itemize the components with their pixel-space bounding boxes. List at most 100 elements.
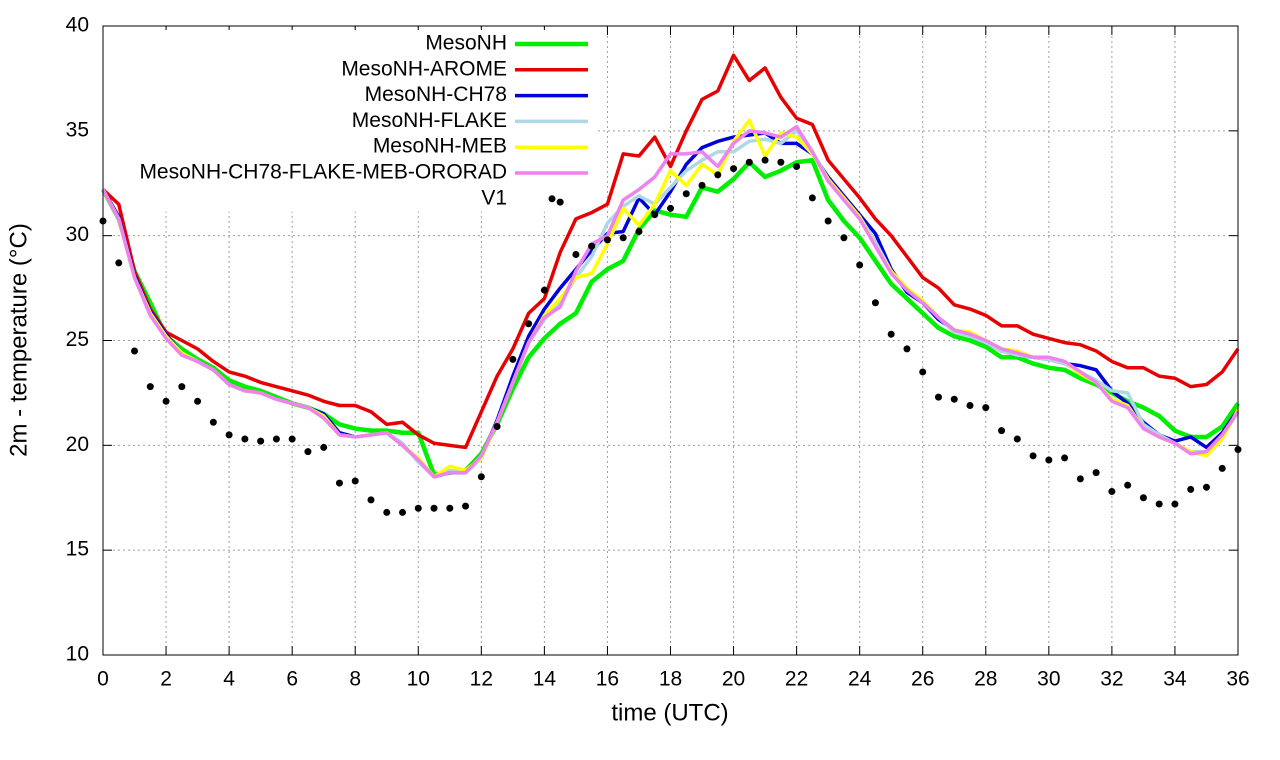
y-tick-label: 25 bbox=[66, 328, 89, 351]
data-point bbox=[1202, 483, 1210, 491]
data-point bbox=[698, 181, 706, 189]
data-point bbox=[477, 473, 485, 481]
data-point bbox=[430, 504, 438, 512]
data-point bbox=[887, 330, 895, 338]
y-tick-label: 15 bbox=[66, 538, 89, 561]
data-point bbox=[540, 286, 548, 294]
data-point bbox=[603, 236, 611, 244]
data-point bbox=[966, 401, 974, 409]
data-point bbox=[635, 227, 643, 235]
data-point bbox=[714, 171, 722, 179]
data-point bbox=[745, 158, 753, 166]
data-point bbox=[824, 217, 832, 225]
data-point bbox=[556, 198, 564, 206]
legend-swatch bbox=[548, 195, 556, 203]
x-tick-label: 30 bbox=[1037, 668, 1060, 691]
data-point bbox=[1218, 464, 1226, 472]
data-point bbox=[225, 431, 233, 439]
data-point bbox=[982, 404, 990, 412]
data-point bbox=[1187, 485, 1195, 493]
legend-label: MesoNH-FLAKE bbox=[352, 109, 507, 132]
data-point bbox=[919, 368, 927, 376]
data-point bbox=[619, 234, 627, 242]
data-point bbox=[288, 435, 296, 443]
legend-label: MesoNH-MEB bbox=[373, 135, 507, 158]
data-point bbox=[320, 443, 328, 451]
data-point bbox=[840, 234, 848, 242]
legend-label: V1 bbox=[481, 186, 507, 209]
data-point bbox=[1061, 454, 1069, 462]
data-point bbox=[1029, 452, 1037, 460]
x-tick-label: 18 bbox=[659, 668, 682, 691]
data-point bbox=[950, 395, 958, 403]
data-point bbox=[462, 502, 470, 510]
x-tick-label: 34 bbox=[1163, 668, 1187, 691]
data-point bbox=[682, 190, 690, 198]
data-point bbox=[1076, 475, 1084, 483]
x-tick-label: 8 bbox=[349, 668, 361, 691]
x-tick-label: 6 bbox=[286, 668, 298, 691]
data-point bbox=[493, 422, 501, 430]
data-point bbox=[383, 508, 391, 516]
data-point bbox=[241, 435, 249, 443]
data-point bbox=[651, 211, 659, 219]
x-tick-label: 16 bbox=[596, 668, 619, 691]
x-tick-label: 22 bbox=[785, 668, 808, 691]
data-point bbox=[808, 194, 816, 202]
y-tick-label: 30 bbox=[66, 223, 89, 246]
legend-label: MesoNH-CH78 bbox=[365, 83, 507, 106]
data-point bbox=[998, 427, 1006, 435]
data-point bbox=[272, 435, 280, 443]
data-point bbox=[871, 299, 879, 307]
data-point bbox=[209, 418, 217, 426]
data-point bbox=[367, 496, 375, 504]
data-point bbox=[1092, 469, 1100, 477]
data-point bbox=[572, 251, 580, 259]
data-point bbox=[856, 261, 864, 269]
plot-frame bbox=[102, 25, 1239, 656]
data-point bbox=[257, 437, 265, 445]
data-point bbox=[178, 383, 186, 391]
x-tick-label: 14 bbox=[533, 668, 557, 691]
data-point bbox=[131, 347, 139, 355]
data-point bbox=[194, 397, 202, 405]
data-point bbox=[115, 259, 123, 267]
x-axis-label: time (UTC) bbox=[611, 699, 728, 726]
data-point bbox=[903, 345, 911, 353]
data-point bbox=[304, 448, 312, 456]
x-tick-label: 24 bbox=[848, 668, 872, 691]
data-point bbox=[351, 477, 359, 485]
x-tick-label: 12 bbox=[470, 668, 493, 691]
x-tick-label: 26 bbox=[911, 668, 934, 691]
x-tick-label: 28 bbox=[974, 668, 997, 691]
data-point bbox=[934, 393, 942, 401]
data-point bbox=[509, 355, 517, 363]
data-point bbox=[335, 479, 343, 487]
data-point bbox=[446, 504, 454, 512]
data-point bbox=[146, 383, 154, 391]
y-tick-label: 10 bbox=[66, 643, 89, 666]
data-point bbox=[1171, 500, 1179, 508]
legend-label: MesoNH bbox=[425, 32, 507, 55]
x-tick-label: 10 bbox=[407, 668, 430, 691]
y-tick-label: 20 bbox=[66, 433, 89, 456]
x-tick-label: 20 bbox=[722, 668, 745, 691]
y-tick-label: 35 bbox=[66, 118, 89, 141]
data-point bbox=[1013, 435, 1021, 443]
data-point bbox=[1139, 494, 1147, 502]
data-point bbox=[525, 320, 533, 328]
data-point bbox=[1045, 456, 1053, 464]
x-tick-label: 0 bbox=[97, 668, 109, 691]
x-tick-label: 2 bbox=[160, 668, 172, 691]
series-line bbox=[101, 53, 1240, 450]
data-point bbox=[162, 397, 170, 405]
data-point bbox=[761, 156, 769, 164]
data-point bbox=[777, 158, 785, 166]
series-line bbox=[101, 124, 1240, 479]
legend-label: MesoNH-AROME bbox=[341, 57, 507, 80]
legend-box bbox=[88, 30, 596, 212]
data-point bbox=[667, 204, 674, 212]
x-tick-label: 32 bbox=[1100, 668, 1123, 691]
